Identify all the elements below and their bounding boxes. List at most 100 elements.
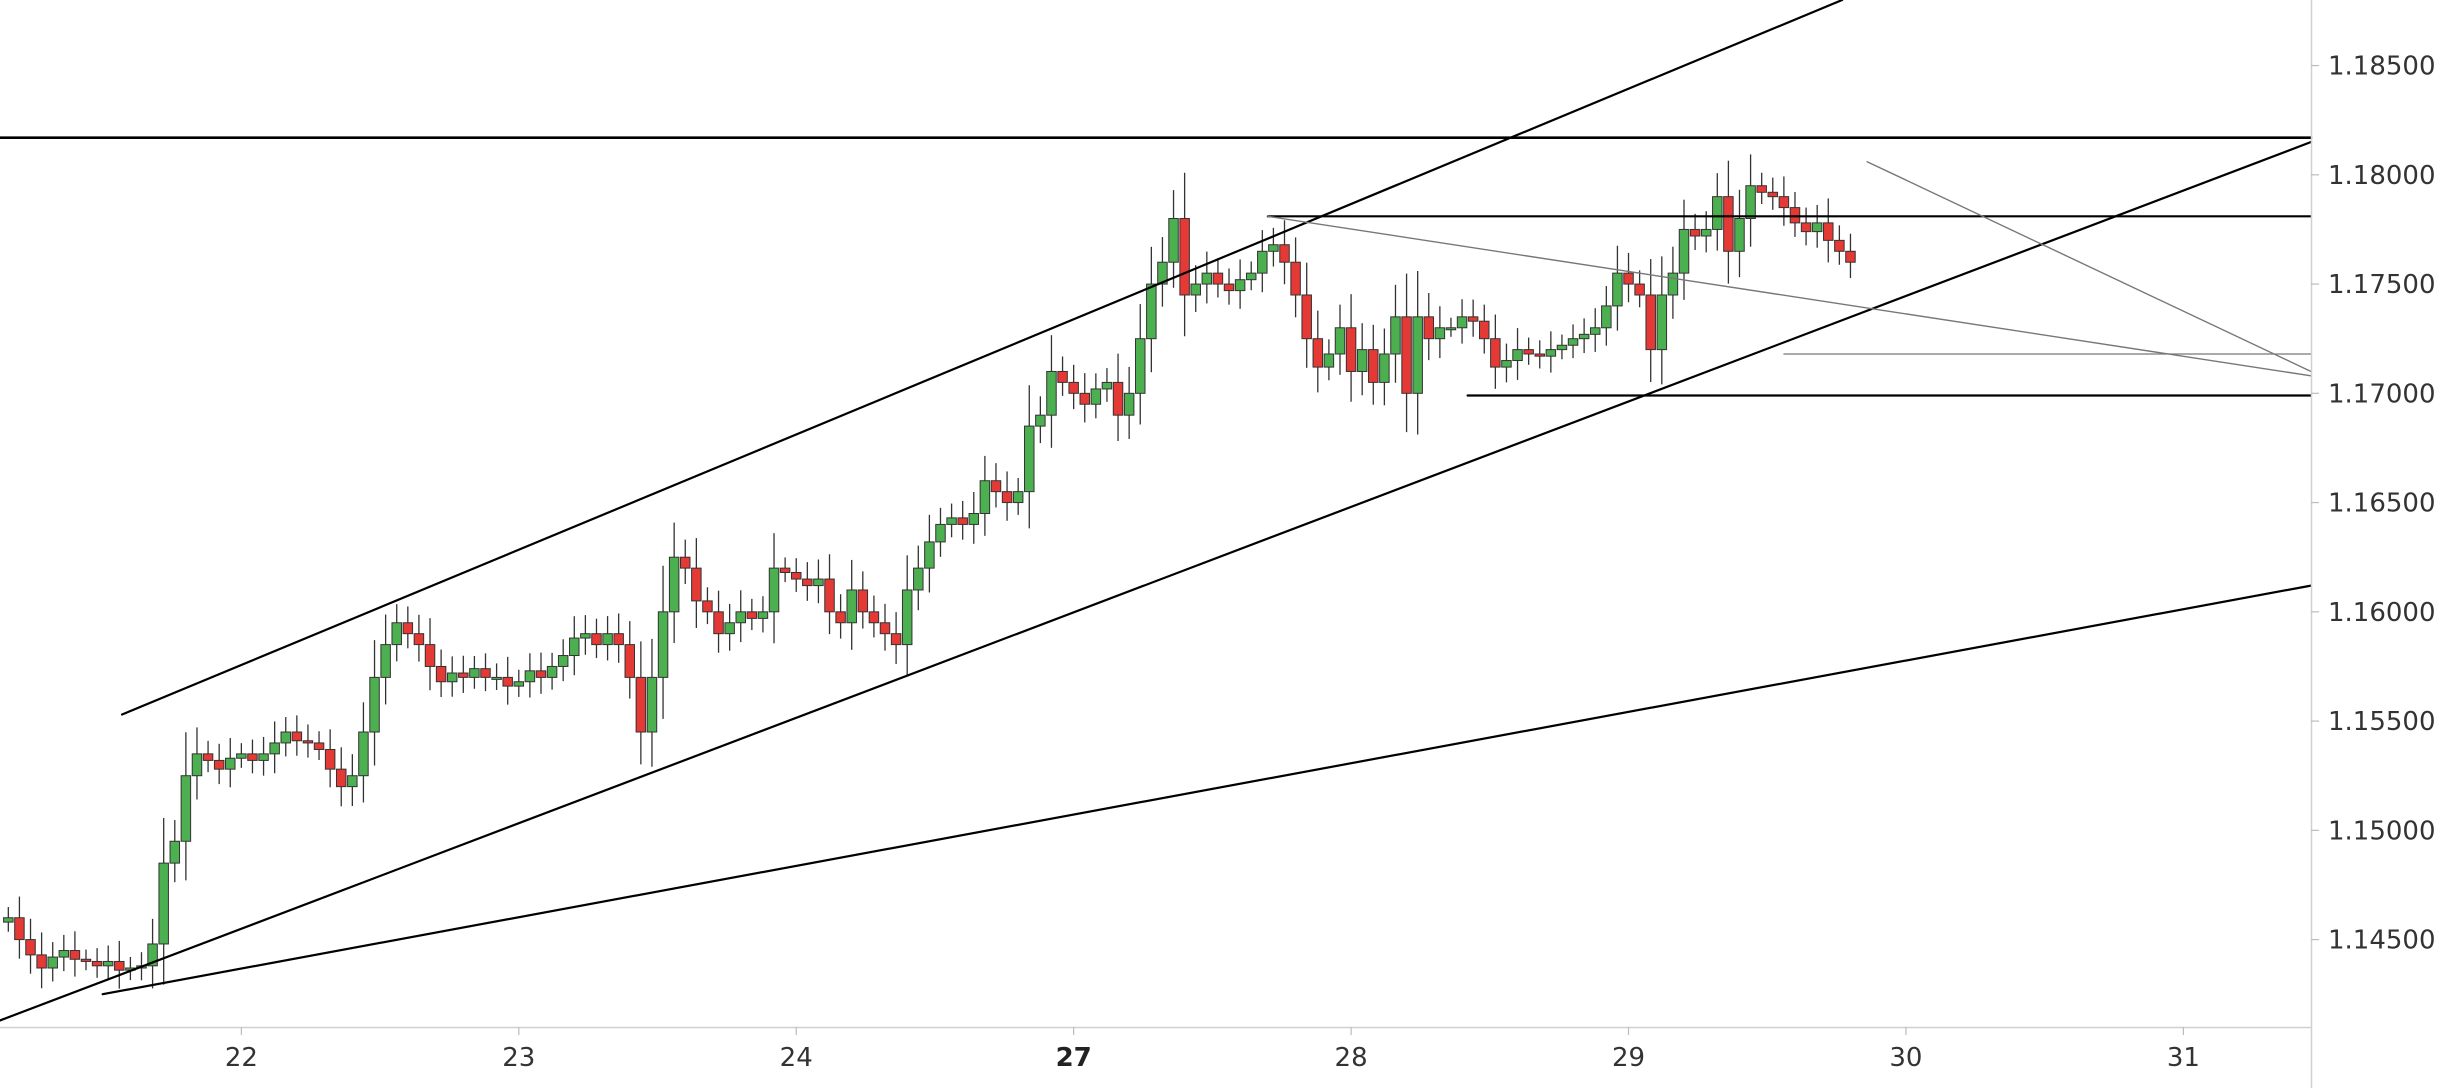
candle-body-up (735, 611, 746, 624)
candle-body-up (391, 622, 402, 646)
candle (202, 740, 214, 773)
candle (180, 732, 192, 881)
channel-upper-line[interactable] (120, 0, 1844, 716)
candle-body-up (1024, 425, 1035, 493)
candle (424, 618, 436, 691)
price-tick-label: 1.17500 (2328, 270, 2436, 300)
candle-body-up (1257, 250, 1268, 274)
candle (569, 616, 580, 676)
candle-body-down (635, 676, 647, 733)
candle-body-down (1845, 250, 1856, 263)
candle-body-down (857, 589, 869, 613)
candle (1456, 299, 1468, 344)
candle-body-up (1046, 370, 1057, 416)
time-tick-label: 23 (502, 1043, 535, 1073)
candle-body-up (1434, 327, 1446, 340)
candle (813, 559, 824, 604)
candle (169, 820, 181, 883)
candle-body-down (591, 633, 602, 646)
candle-body-up (1201, 272, 1213, 285)
candle-body-up (513, 681, 525, 687)
candle (1301, 262, 1312, 368)
time-tick-label: 31 (2167, 1043, 2200, 1073)
candle-body-up (180, 775, 192, 842)
candle-body-down (1800, 222, 1812, 233)
candle (1068, 364, 1079, 410)
candle-body-down (957, 517, 968, 525)
candle-body-up (724, 622, 735, 635)
candle-body-down (1290, 261, 1301, 296)
candle-body-down (1767, 191, 1779, 198)
candle (1778, 176, 1790, 226)
candle (1223, 268, 1235, 305)
candle (269, 721, 280, 774)
candle-body-down (114, 960, 125, 971)
candle (1134, 304, 1146, 425)
price-axis[interactable]: 1.14500 1.15000 1.15500 1.16000 1.16500 1.170… (2311, 52, 2436, 956)
candle-body-up (1545, 349, 1557, 357)
candle (1090, 373, 1102, 419)
candle (114, 940, 125, 989)
candle (1834, 225, 1845, 265)
candle-body-down (824, 578, 835, 613)
channel-lower-line[interactable] (0, 140, 2313, 1022)
candle (913, 545, 924, 611)
candle (691, 538, 702, 628)
candle-body-up (280, 731, 292, 744)
candle (901, 555, 913, 676)
candle (58, 934, 70, 972)
candle-body-up (1390, 316, 1401, 355)
candle-body-down (313, 742, 325, 750)
time-axis[interactable]: 22 23 24 27 28 29 30 31 (225, 1027, 2200, 1073)
candle-body-down (779, 567, 791, 573)
candle (935, 507, 946, 557)
candle (779, 557, 791, 583)
candle-body-up (225, 757, 236, 770)
candle (1179, 172, 1190, 337)
price-tick-label: 1.18500 (2328, 52, 2436, 82)
candle-body-down (868, 611, 880, 624)
candle (1012, 477, 1024, 515)
time-tick-label: 28 (1335, 1043, 1368, 1073)
candle-body-down (1423, 316, 1435, 340)
candle-body-up (1445, 327, 1457, 331)
candle-body-up (158, 862, 169, 945)
candle (1024, 385, 1035, 529)
candle-body-down (1301, 294, 1312, 340)
candle-body-up (469, 668, 480, 678)
candle (1412, 271, 1423, 435)
candle (1545, 331, 1557, 373)
candle-body-down (458, 672, 469, 678)
diagonal-resistance-line[interactable] (1267, 215, 2312, 377)
candle (291, 715, 303, 756)
candle (824, 554, 835, 635)
candle (790, 558, 802, 592)
candle-body-up (3, 917, 14, 923)
candle-body-up (191, 753, 203, 777)
wedge-top-line[interactable] (1866, 160, 2312, 373)
candle-body-up (1612, 272, 1623, 307)
candle-body-down (335, 768, 347, 788)
candle (1578, 318, 1590, 354)
candle-body-up (1745, 185, 1756, 220)
candle (1190, 265, 1201, 313)
candle (1656, 256, 1668, 385)
candle (69, 931, 81, 977)
candle-body-down (36, 954, 47, 969)
candle-body-up (1245, 272, 1257, 281)
candle (1745, 154, 1756, 247)
long-trend-line[interactable] (101, 584, 2313, 996)
candle (535, 652, 547, 694)
candle (802, 562, 813, 601)
candle-body-up (1134, 338, 1146, 394)
candle-body-down (713, 611, 724, 635)
candle (1479, 304, 1490, 354)
candle (702, 587, 713, 625)
candle-body-up (1734, 218, 1745, 252)
candle (890, 612, 902, 664)
candle-body-down (80, 958, 92, 962)
candle (502, 656, 513, 705)
candle (191, 727, 203, 800)
candle-body-down (1212, 272, 1224, 285)
